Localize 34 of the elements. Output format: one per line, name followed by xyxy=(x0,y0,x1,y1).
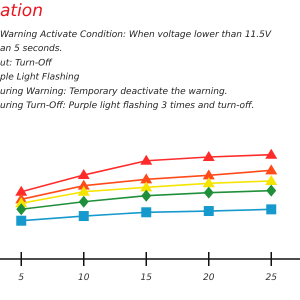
text: uring Warning: Temporary deactivate the warning. xyxy=(0,86,228,97)
point xyxy=(266,204,276,214)
text: ple Light Flashing xyxy=(0,72,80,83)
x-tick-label: 15 xyxy=(140,273,152,283)
point xyxy=(141,207,152,218)
x-tick-label: 25 xyxy=(266,273,278,283)
point xyxy=(141,190,152,202)
text: an 5 seconds. xyxy=(0,44,62,54)
point xyxy=(16,203,26,216)
point xyxy=(266,184,276,197)
point xyxy=(265,148,278,159)
x-tick-label: 10 xyxy=(78,273,90,283)
point xyxy=(140,154,152,165)
x-tick-label: 20 xyxy=(203,273,215,283)
point xyxy=(202,150,215,161)
point xyxy=(16,216,26,226)
point xyxy=(78,196,89,208)
point xyxy=(78,211,89,222)
point xyxy=(140,173,152,184)
x-tick-label: 5 xyxy=(18,273,24,283)
point xyxy=(140,181,152,192)
text: uring Turn-Off: Purple light flashing 3 times and turn-off. xyxy=(0,101,254,111)
point xyxy=(202,177,215,188)
point xyxy=(15,186,28,196)
chart-title: ation xyxy=(0,1,43,21)
point xyxy=(78,169,90,180)
point xyxy=(204,186,214,199)
point xyxy=(204,206,214,216)
point xyxy=(78,186,90,196)
text: ut: Turn-Off xyxy=(0,58,54,68)
point xyxy=(202,169,215,180)
point xyxy=(265,164,278,174)
text: Warning Activate Condition: When voltage lower than 11.5V xyxy=(0,30,272,40)
point xyxy=(265,174,278,185)
